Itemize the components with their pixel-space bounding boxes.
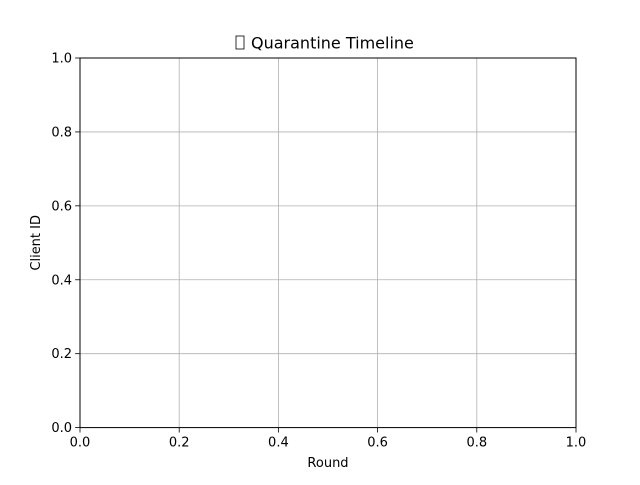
missing-glyph-icon: [235, 35, 245, 50]
x-tick-label: 0.4: [268, 436, 289, 451]
y-tick-label: 0.4: [51, 273, 72, 288]
axes-frame: [79, 57, 577, 429]
x-tick-label: 1.0: [566, 436, 587, 451]
y-tick-label: 1.0: [51, 52, 72, 67]
x-tick-label: 0.2: [169, 436, 190, 451]
y-axis-label: Client ID: [29, 215, 44, 271]
axis-ticks: 0.0 0.2 0.4 0.6 0.8 1.0 0.0 0.2 0.4 0.6 0.8 1.0: [51, 52, 586, 451]
x-axis-label: Round: [307, 456, 348, 471]
y-tick-label: 0.6: [51, 199, 72, 214]
chart-title-group: Quarantine Timeline: [235, 34, 414, 53]
x-tick-label: 0.0: [70, 436, 91, 451]
x-tick-label: 0.6: [367, 436, 388, 451]
chart-title: Quarantine Timeline: [251, 34, 414, 53]
x-tick-label: 0.8: [466, 436, 487, 451]
y-tick-label: 0.8: [51, 125, 72, 140]
y-tick-label: 0.2: [51, 347, 72, 362]
y-tick-label: 0.0: [51, 421, 72, 436]
